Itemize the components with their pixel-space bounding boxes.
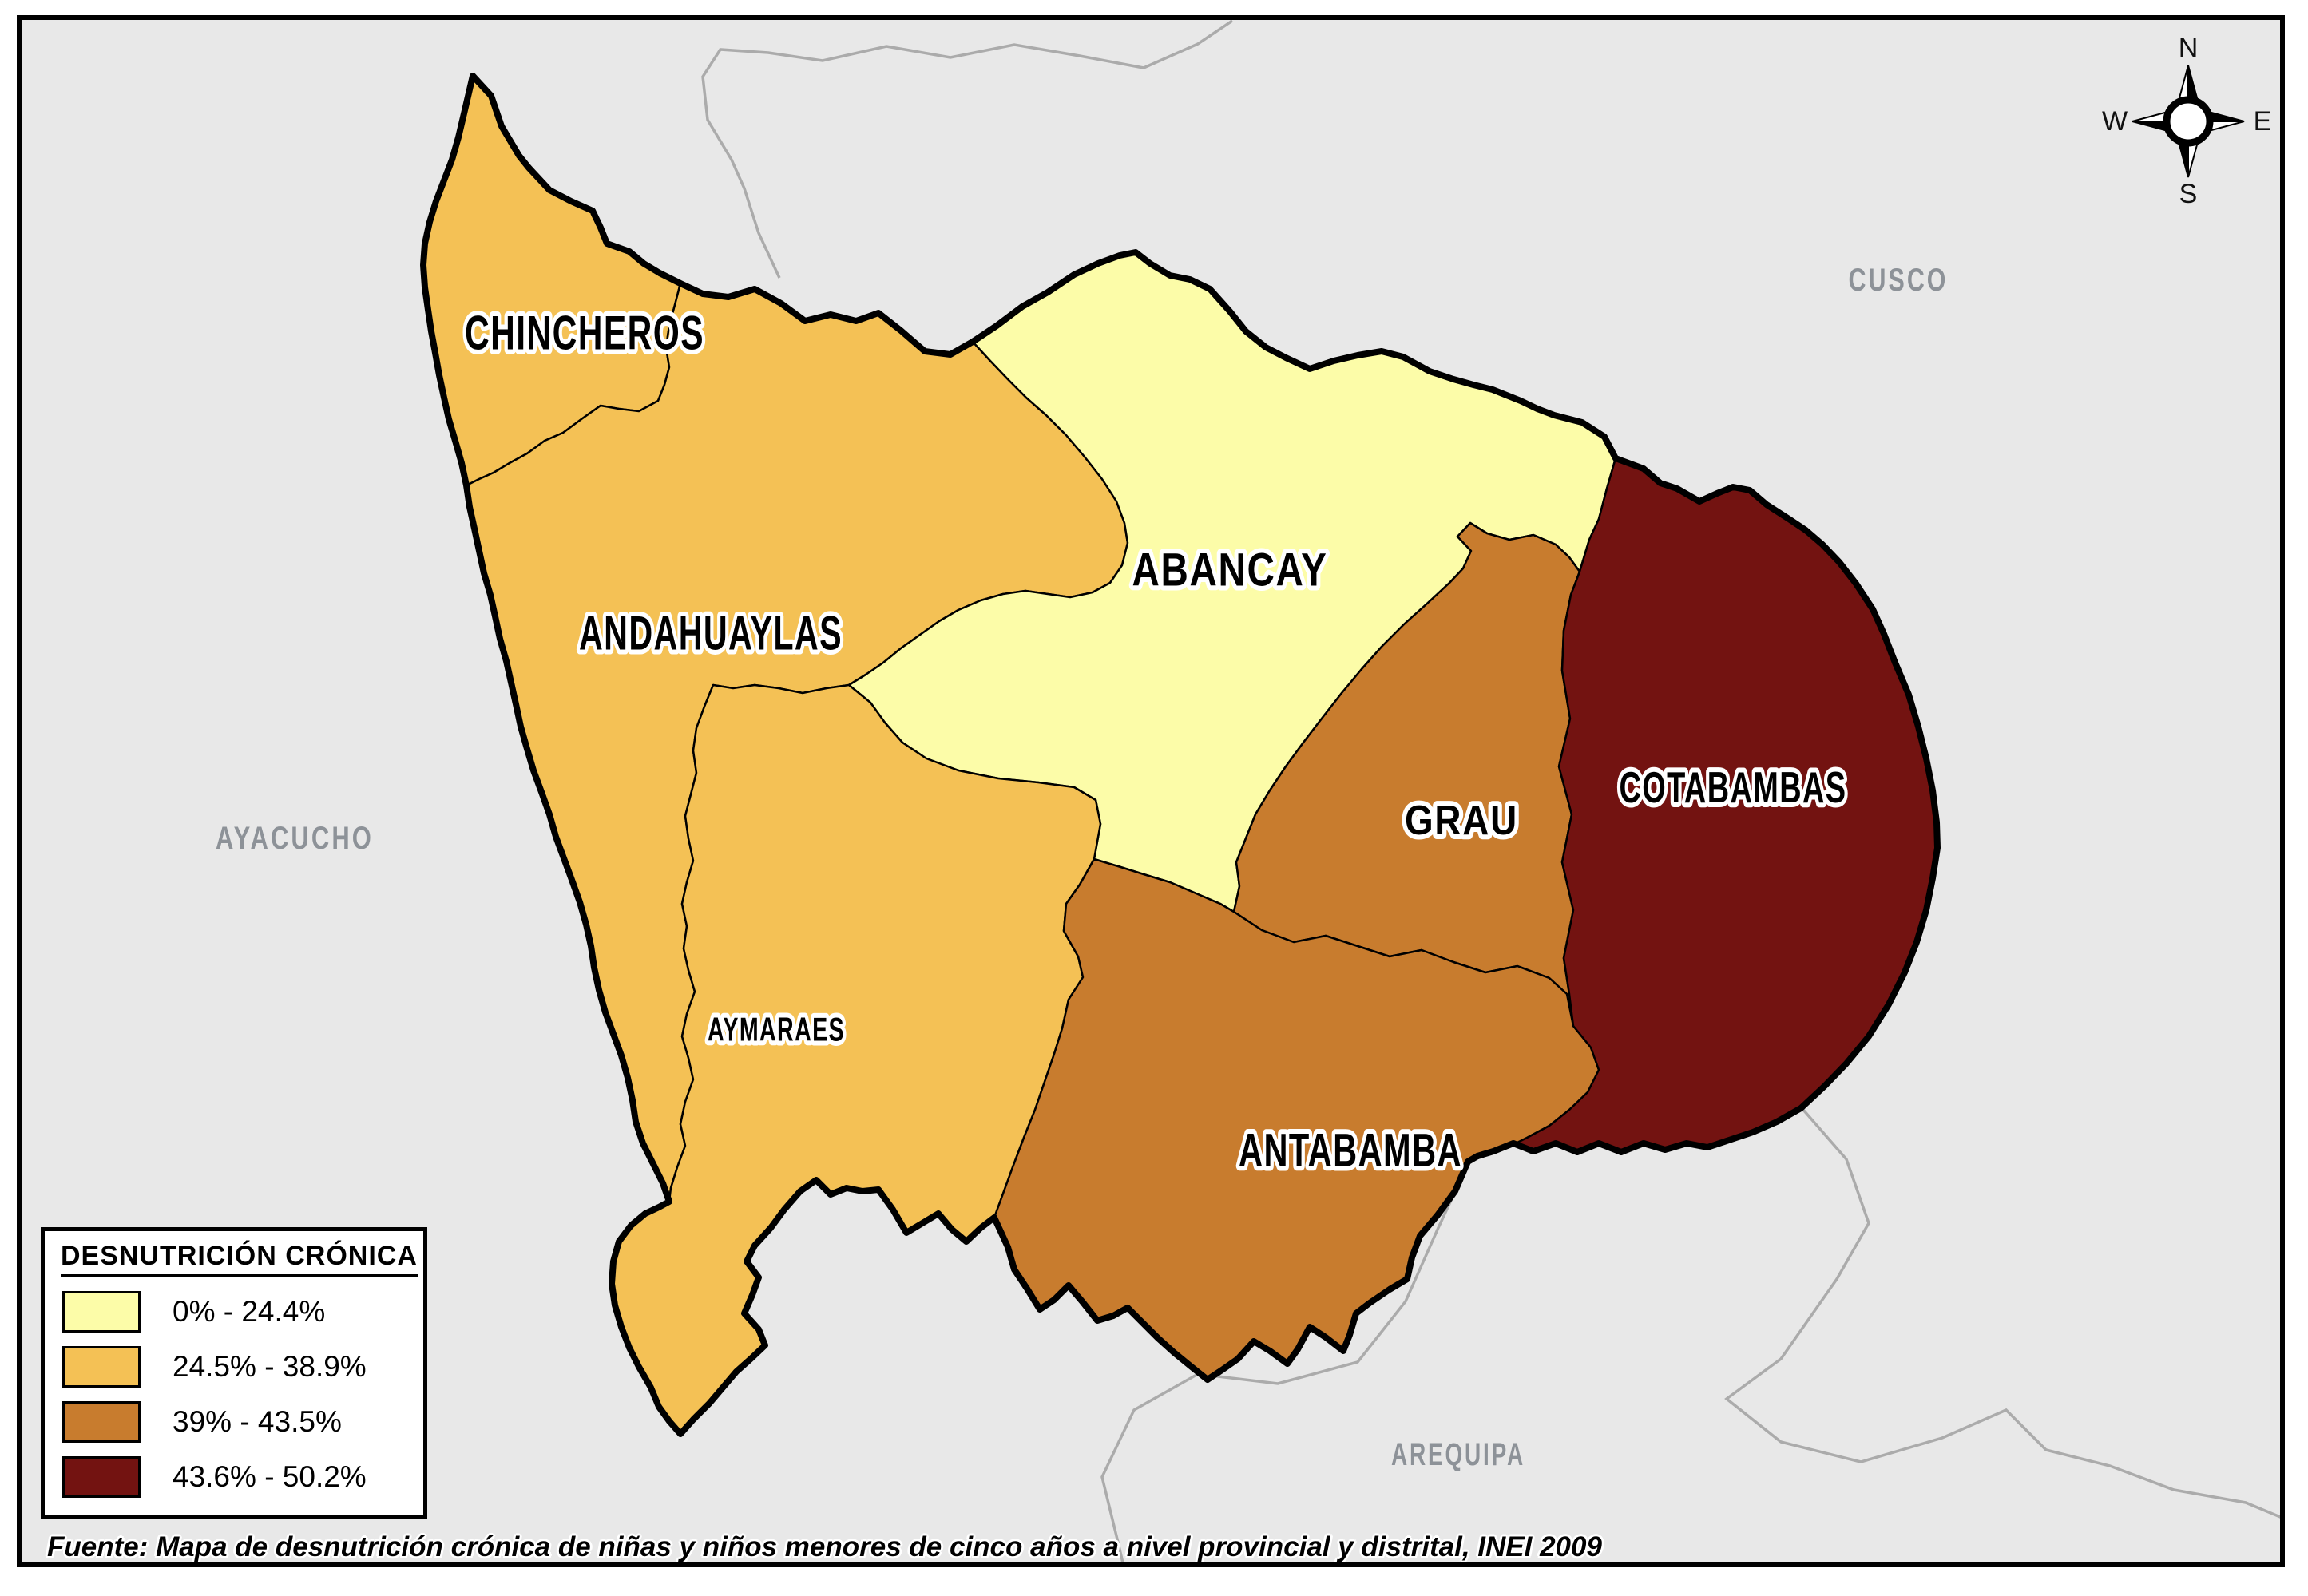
legend-box: DESNUTRICIÓN CRÓNICA 0% - 24.4% 24.5% - … [41,1227,427,1519]
region-outline [420,73,1941,1437]
boundary-line-arequipa-cusco [1724,1108,2280,1519]
boundary-line-arequipa-west [1100,1163,1469,1562]
legend-swatch-class1 [62,1291,141,1333]
legend-title: DESNUTRICIÓN CRÓNICA [61,1241,418,1277]
legend-swatch-class4 [62,1456,141,1498]
compass-s-label: S [2179,179,2198,209]
label-grau: GRAU [1405,798,1518,844]
label-cusco: CUSCO [1849,263,1949,298]
legend-range-class4: 43.6% - 50.2% [173,1460,367,1493]
compass-letters: N E S W [2102,33,2271,209]
neighbor-boundaries [701,20,2280,1562]
legend-range-class1: 0% - 24.4% [173,1295,326,1328]
label-chincheros: CHINCHEROS [465,307,704,360]
legend-item-class3: 39% - 43.5% [62,1401,423,1443]
choropleth-map: CHINCHEROS ANDAHUAYLAS ABANCAY AYMARAES … [216,20,2280,1562]
compass-e-label: E [2254,106,2272,137]
legend-item-class1: 0% - 24.4% [62,1291,423,1333]
legend-swatch-class2 [62,1346,141,1388]
label-arequipa: AREQUIPA [1391,1437,1525,1472]
compass-w-label: W [2102,106,2128,137]
label-andahuaylas: ANDAHUAYLAS [579,607,843,660]
label-aymaraes: AYMARAES [708,1011,845,1048]
compass-rose-icon [2132,65,2245,178]
source-note: Fuente: Mapa de desnutrición crónica de … [47,1531,1602,1562]
label-cotabambas: COTABAMBAS [1620,762,1847,812]
compass-n-label: N [2179,33,2199,63]
label-antabamba: ANTABAMBA [1239,1125,1462,1177]
legend-range-class2: 24.5% - 38.9% [173,1350,367,1383]
legend-range-class3: 39% - 43.5% [173,1405,342,1438]
boundary-line-ayacucho-cusco [701,20,1233,279]
legend-swatch-class3 [62,1401,141,1443]
label-ayacucho: AYACUCHO [216,821,374,856]
province-labels: CHINCHEROS ANDAHUAYLAS ABANCAY AYMARAES … [460,302,1850,1182]
legend-item-class2: 24.5% - 38.9% [62,1346,423,1388]
label-abancay: ABANCAY [1132,545,1328,596]
provinces [422,74,1939,1436]
neighbor-labels: CUSCO AYACUCHO AREQUIPA [216,263,1949,1472]
map-frame: CHINCHEROS ANDAHUAYLAS ABANCAY AYMARAES … [17,15,2285,1567]
legend-item-class4: 43.6% - 50.2% [62,1456,423,1498]
